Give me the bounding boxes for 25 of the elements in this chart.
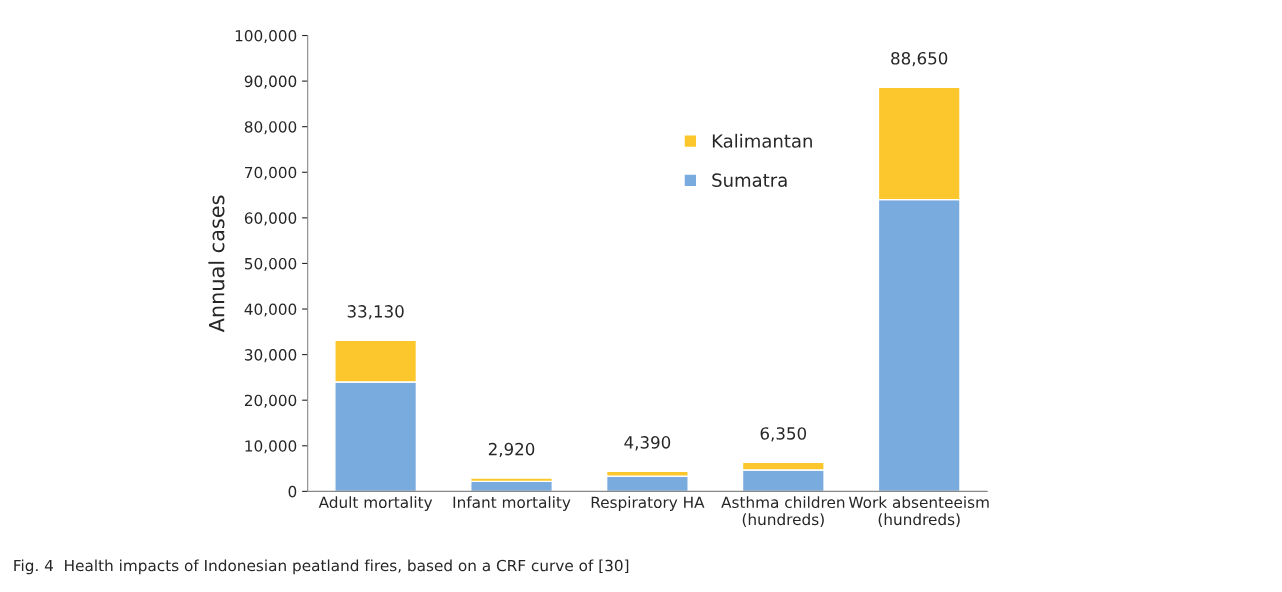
total-label: 4,390	[624, 436, 671, 451]
y-tick-label: 50,000	[244, 257, 297, 272]
y-tick-label: 20,000	[244, 394, 297, 408]
total-label: 33,130	[347, 305, 404, 320]
y-tick-label: 30,000	[244, 349, 297, 363]
x-tick-label: Work absenteeism (hundreds)	[848, 496, 989, 527]
y-tick-label: 70,000	[245, 166, 297, 180]
total-label: 6,350	[760, 427, 807, 442]
y-tick-label: 10,000	[245, 440, 297, 454]
y-tick-label: 100,000	[235, 29, 297, 44]
y-tick-label: 40,000	[244, 303, 297, 317]
caption: Fig. 4 Health impacts of Indonesian peatland fires, based on a CRF curve of [30]	[14, 559, 629, 575]
y-tick-label: 0	[288, 485, 297, 498]
x-tick-label: Asthma children (hundreds)	[721, 496, 845, 527]
y-tick-label: 60,000	[244, 212, 297, 226]
y-tick-label: 90,000	[244, 75, 297, 89]
total-label: 2,920	[488, 442, 535, 458]
x-tick-label: Respiratory HA	[591, 496, 705, 512]
legend-label: Sumatra	[712, 173, 787, 187]
x-tick-label: Adult mortality	[318, 496, 433, 512]
legend-label: Kalimantan	[712, 133, 812, 148]
y-axis-title: Annual cases	[208, 195, 225, 333]
y-tick-label: 80,000	[244, 121, 297, 135]
total-label: 88,650	[891, 51, 948, 67]
x-tick-label: Infant mortality	[453, 496, 571, 512]
